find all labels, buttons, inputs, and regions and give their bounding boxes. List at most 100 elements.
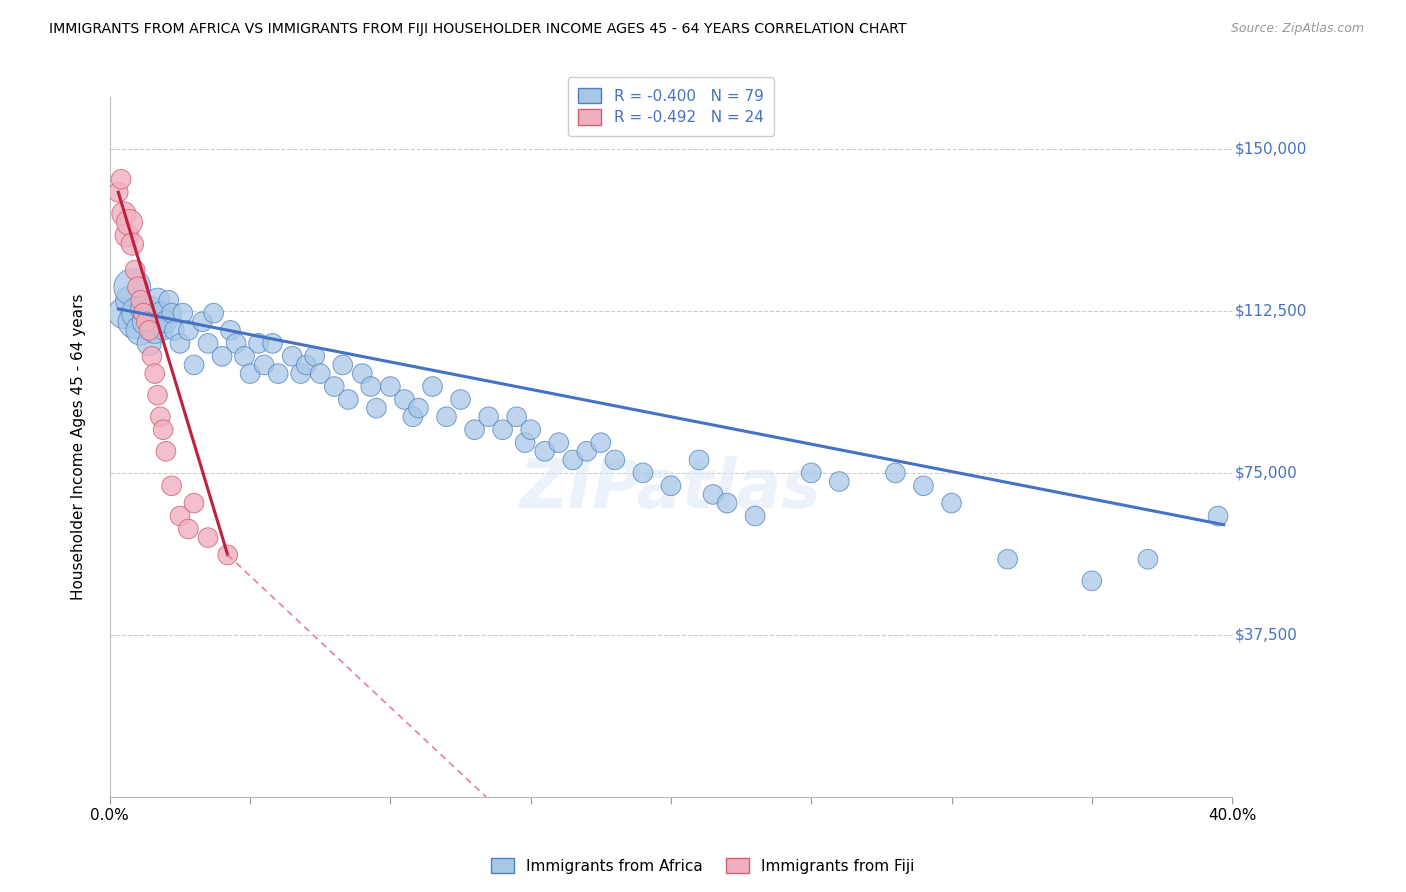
Point <box>519 423 541 437</box>
Point <box>394 392 416 407</box>
Point <box>309 367 332 381</box>
Point <box>121 280 143 294</box>
Point <box>163 323 186 337</box>
Point <box>380 379 402 393</box>
Point <box>152 423 174 437</box>
Point <box>132 301 155 316</box>
Point <box>219 323 242 337</box>
Point <box>478 409 501 424</box>
Point <box>352 367 374 381</box>
Point <box>631 466 654 480</box>
Point <box>912 479 935 493</box>
Point <box>332 358 354 372</box>
Point <box>124 315 146 329</box>
Point <box>127 280 149 294</box>
Point <box>169 336 191 351</box>
Point <box>589 435 612 450</box>
Point <box>290 367 312 381</box>
Point <box>464 423 486 437</box>
Point <box>138 336 160 351</box>
Point <box>217 548 239 562</box>
Point <box>141 301 163 316</box>
Text: $150,000: $150,000 <box>1234 142 1306 157</box>
Point <box>129 293 152 308</box>
Point <box>177 323 200 337</box>
Point <box>157 293 180 308</box>
Point <box>177 522 200 536</box>
Text: $112,500: $112,500 <box>1234 303 1306 318</box>
Point <box>138 323 160 337</box>
Text: Source: ZipAtlas.com: Source: ZipAtlas.com <box>1230 22 1364 36</box>
Point <box>239 367 262 381</box>
Point <box>247 336 270 351</box>
Point <box>155 315 177 329</box>
Point <box>360 379 382 393</box>
Point <box>450 392 472 407</box>
Point <box>366 401 388 416</box>
Point <box>132 306 155 320</box>
Point <box>141 349 163 363</box>
Point <box>160 479 183 493</box>
Legend: Immigrants from Africa, Immigrants from Fiji: Immigrants from Africa, Immigrants from … <box>485 852 921 880</box>
Point <box>659 479 682 493</box>
Point <box>233 349 256 363</box>
Point <box>155 444 177 458</box>
Point <box>112 306 135 320</box>
Point <box>146 388 169 402</box>
Point <box>112 207 135 221</box>
Y-axis label: Householder Income Ages 45 - 64 years: Householder Income Ages 45 - 64 years <box>72 293 86 600</box>
Point <box>121 237 143 252</box>
Point <box>135 315 157 329</box>
Point <box>1136 552 1159 566</box>
Point <box>323 379 346 393</box>
Point <box>337 392 360 407</box>
Point <box>800 466 823 480</box>
Point <box>575 444 598 458</box>
Point <box>211 349 233 363</box>
Point <box>422 379 444 393</box>
Point <box>143 323 166 337</box>
Point <box>547 435 569 450</box>
Point <box>941 496 963 510</box>
Point <box>491 423 513 437</box>
Point <box>146 293 169 308</box>
Point <box>997 552 1019 566</box>
Point <box>197 336 219 351</box>
Point <box>118 215 141 229</box>
Point <box>135 315 157 329</box>
Point <box>225 336 247 351</box>
Point <box>149 409 172 424</box>
Point <box>295 358 318 372</box>
Point <box>202 306 225 320</box>
Point <box>107 186 129 200</box>
Point <box>436 409 458 424</box>
Point <box>115 228 138 243</box>
Point <box>408 401 430 416</box>
Point <box>253 358 276 372</box>
Point <box>1206 509 1229 524</box>
Point <box>183 358 205 372</box>
Legend: R = -0.400   N = 79, R = -0.492   N = 24: R = -0.400 N = 79, R = -0.492 N = 24 <box>568 77 775 136</box>
Point <box>688 453 710 467</box>
Point <box>304 349 326 363</box>
Point <box>169 509 191 524</box>
Point <box>124 263 146 277</box>
Point <box>143 367 166 381</box>
Point <box>129 323 152 337</box>
Point <box>191 315 214 329</box>
Point <box>744 509 766 524</box>
Point <box>110 172 132 186</box>
Point <box>1081 574 1104 588</box>
Point <box>267 367 290 381</box>
Point <box>533 444 555 458</box>
Point <box>716 496 738 510</box>
Point <box>197 531 219 545</box>
Point <box>262 336 284 351</box>
Text: $37,500: $37,500 <box>1234 627 1298 642</box>
Point <box>172 306 194 320</box>
Point <box>828 475 851 489</box>
Text: IMMIGRANTS FROM AFRICA VS IMMIGRANTS FROM FIJI HOUSEHOLDER INCOME AGES 45 - 64 Y: IMMIGRANTS FROM AFRICA VS IMMIGRANTS FRO… <box>49 22 907 37</box>
Point <box>702 487 724 501</box>
Point <box>183 496 205 510</box>
Point <box>152 323 174 337</box>
